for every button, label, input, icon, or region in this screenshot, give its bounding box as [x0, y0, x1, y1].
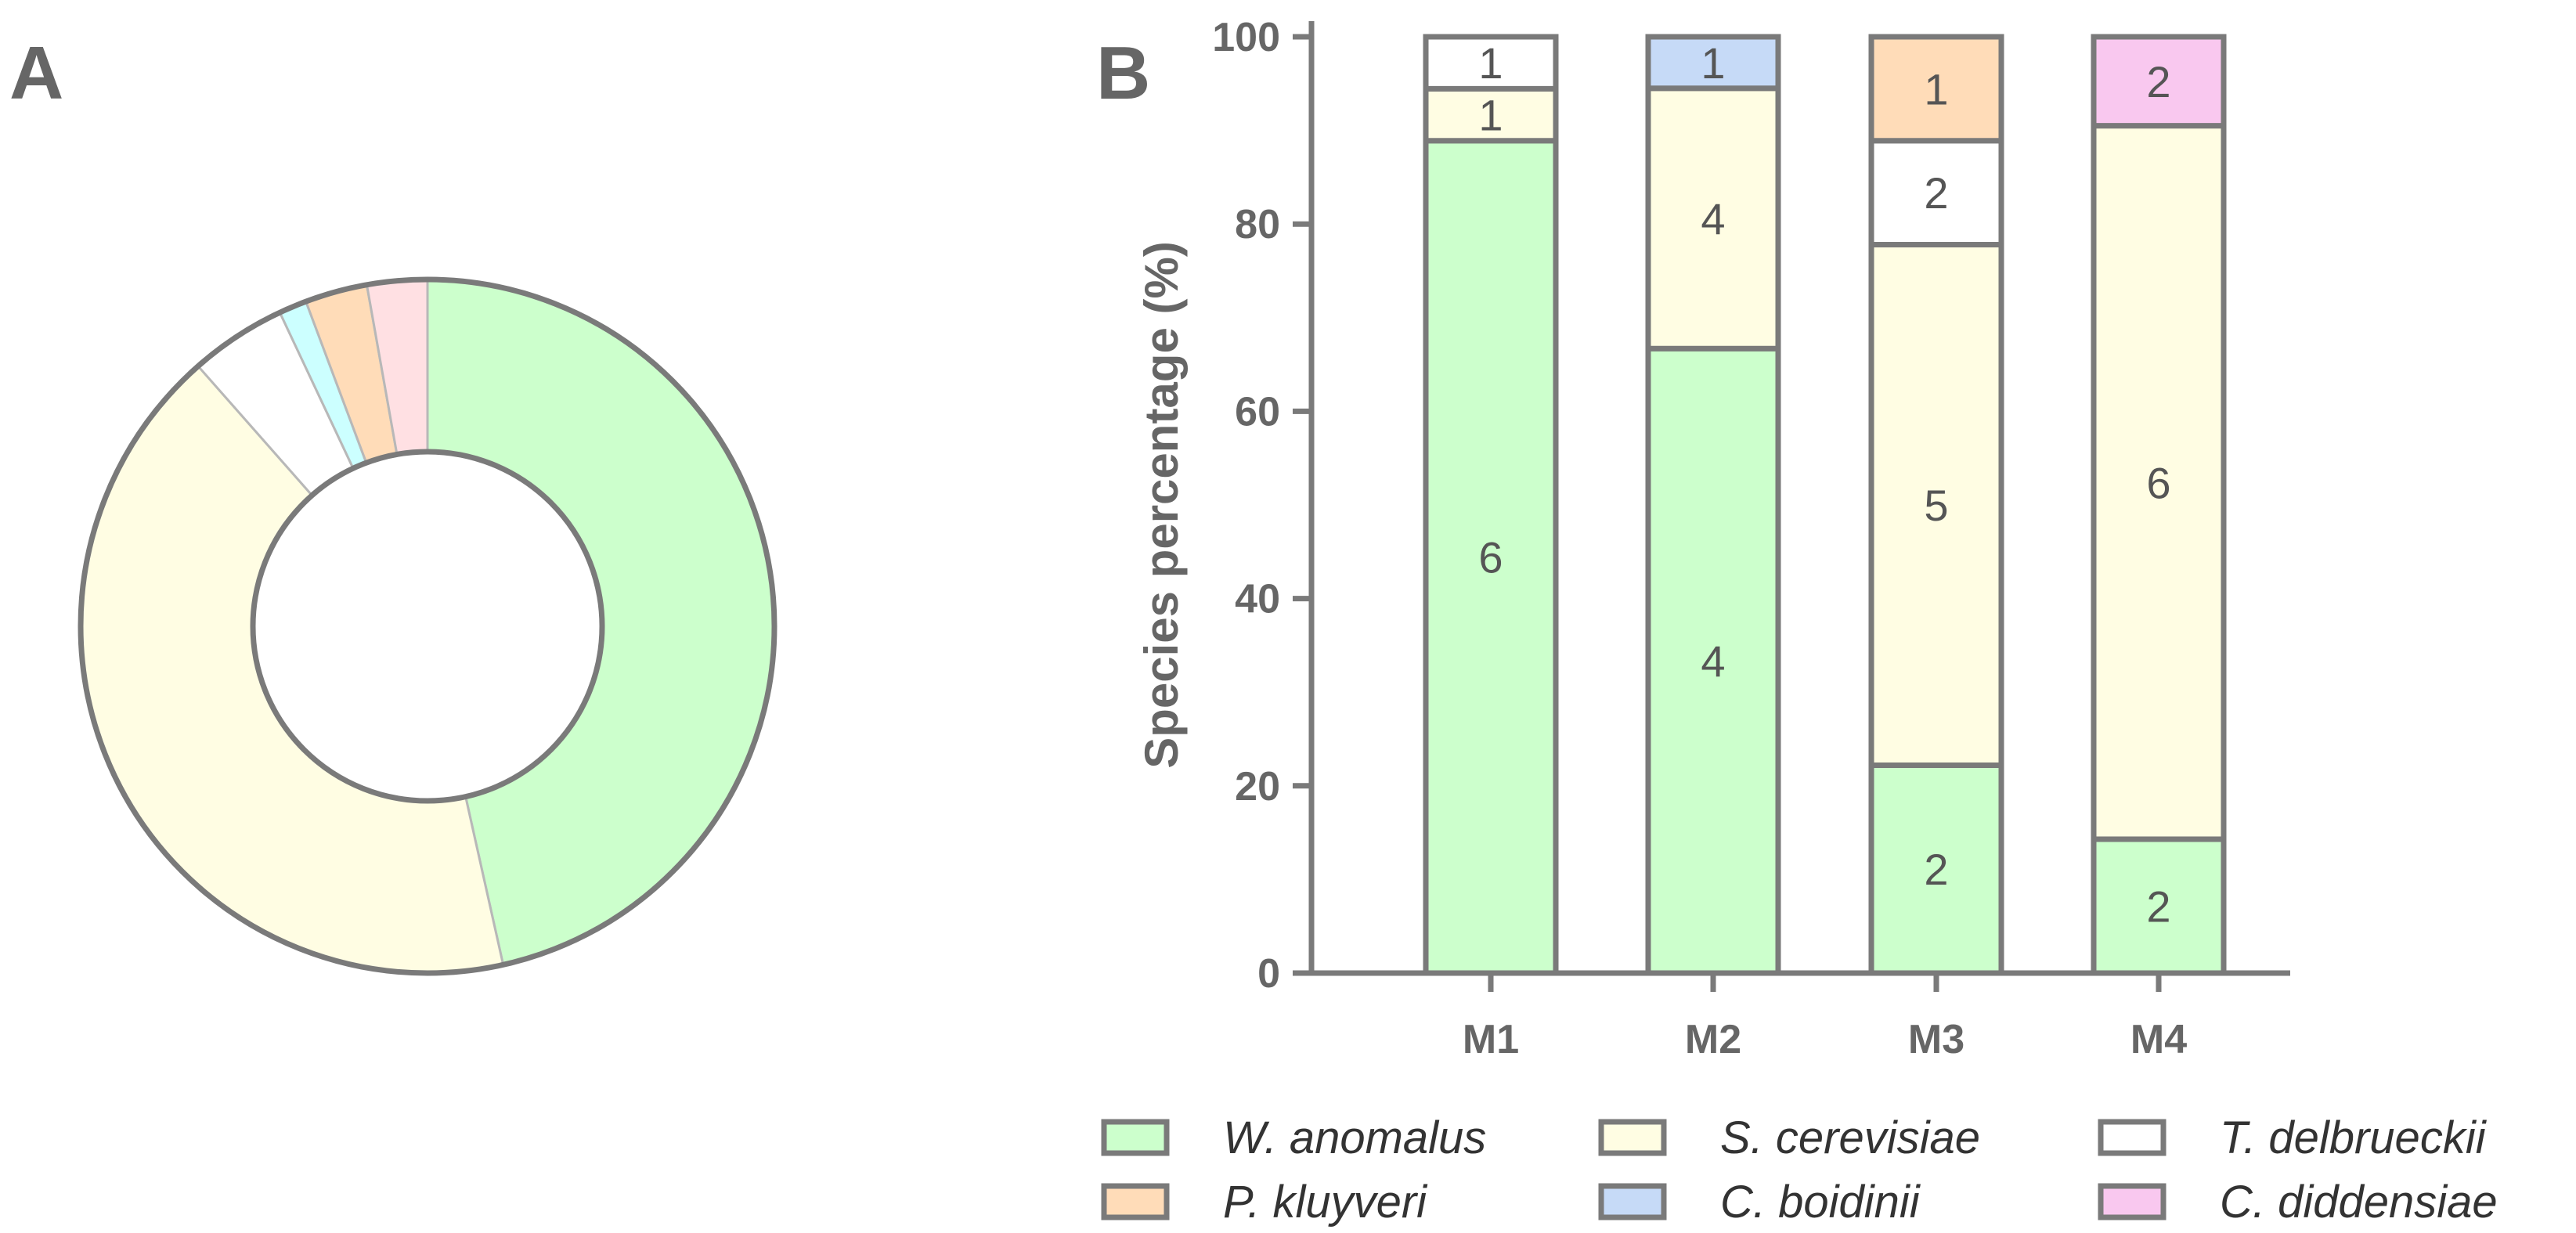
bar-segment-m3-p-kluyveri — [1868, 34, 2004, 144]
bar-segment-m1-t-delbrueckii — [1423, 34, 1559, 92]
legend-label-s-cerevisiae: S. cerevisiae — [1720, 1112, 1980, 1163]
legend-swatch-p-kluyveri — [1101, 1183, 1170, 1220]
bar-label-m3-s-cerevisiae: 5 — [1924, 481, 1948, 530]
y-tick-label-20: 20 — [1235, 764, 1280, 809]
bar-label-m1-s-cerevisiae: 1 — [1478, 91, 1503, 140]
bar-segment-m4-c-diddensiae — [2091, 34, 2227, 129]
x-tick-label-m4: M4 — [2130, 1017, 2187, 1062]
bar-label-m2-s-cerevisiae: 4 — [1701, 194, 1725, 243]
bar-label-m3-w-anomalus: 2 — [1924, 845, 1948, 894]
bar-label-m1-w-anomalus: 6 — [1478, 532, 1503, 582]
legend-label-c-boidinii: C. boidinii — [1720, 1177, 1921, 1228]
x-tick-label-m1: M1 — [1463, 1017, 1519, 1062]
y-tick-label-40: 40 — [1235, 577, 1280, 622]
legend-label-c-diddensiae: C. diddensiae — [2220, 1177, 2498, 1228]
donut-outer-ring — [78, 276, 777, 976]
bar-label-m3-p-kluyveri: 1 — [1924, 64, 1948, 114]
bar-segment-m2-c-boidinii — [1645, 34, 1781, 92]
legend-swatch-c-diddensiae — [2098, 1183, 2167, 1220]
legend-swatch-w-anomalus — [1101, 1119, 1170, 1156]
bar-label-m4-w-anomalus: 2 — [2146, 881, 2170, 931]
x-tick-label-m3: M3 — [1908, 1017, 1964, 1062]
bar-label-m3-t-delbrueckii: 2 — [1924, 168, 1948, 218]
legend-label-w-anomalus: W. anomalus — [1223, 1112, 1486, 1163]
panel-b-label: B — [1096, 31, 1150, 115]
x-tick-label-m2: M2 — [1685, 1017, 1741, 1062]
bar-segment-m2-w-anomalus — [1645, 345, 1781, 976]
legend-label-p-kluyveri: P. kluyveri — [1223, 1177, 1428, 1228]
panel-a-label: A — [9, 31, 63, 115]
y-tick-label-0: 0 — [1257, 951, 1280, 997]
bar-segment-m3-w-anomalus — [1868, 762, 2004, 976]
donut-hole — [250, 449, 605, 804]
donut-chart — [78, 276, 777, 976]
bar-label-m2-w-anomalus: 4 — [1701, 636, 1725, 686]
legend: W. anomalus S. cerevisiae T. delbrueckii P.… — [1101, 1112, 2498, 1228]
y-tick-label-80: 80 — [1235, 202, 1280, 247]
bar-segment-m3-t-delbrueckii — [1868, 138, 2004, 248]
y-tick-label-100: 100 — [1212, 15, 1280, 60]
bar-label-m1-t-delbrueckii: 1 — [1478, 38, 1503, 88]
y-tick-label-60: 60 — [1235, 389, 1280, 434]
legend-swatch-t-delbrueckii — [2098, 1119, 2167, 1156]
bar-label-m2-c-boidinii: 1 — [1701, 38, 1725, 88]
bar-label-m4-s-cerevisiae: 6 — [2146, 458, 2170, 507]
bar-label-m4-c-diddensiae: 2 — [2146, 57, 2170, 106]
legend-swatch-s-cerevisiae — [1598, 1119, 1667, 1156]
legend-label-t-delbrueckii: T. delbrueckii — [2220, 1112, 2488, 1163]
bar-segment-m3-s-cerevisiae — [1868, 242, 2004, 768]
y-axis-title: Species percentage (%) — [1135, 241, 1188, 769]
legend-swatch-c-boidinii — [1598, 1183, 1667, 1220]
